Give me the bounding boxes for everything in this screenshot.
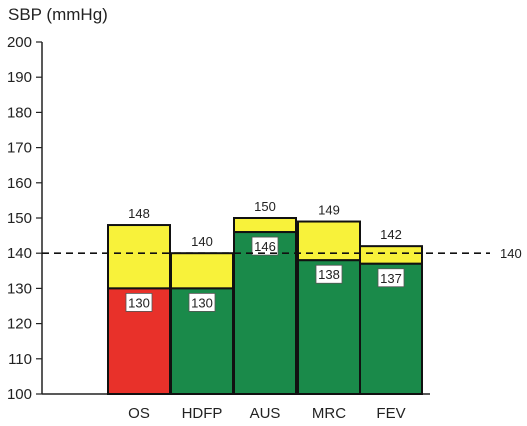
bar-base-value-box (188, 292, 216, 312)
y-tick-label: 140 (7, 245, 32, 262)
bar-top-value-label: 148 (128, 206, 150, 221)
y-tick-label: 110 (8, 351, 32, 368)
reference-line-label: 140 (500, 246, 522, 261)
bar-top-segment (233, 217, 297, 234)
y-tick-label: 100 (7, 386, 32, 403)
x-tick-label: OS (128, 405, 150, 422)
bar-base-value-label: 130 (128, 295, 150, 310)
bar-top-value-label: 140 (191, 234, 213, 249)
x-tick-label: AUS (250, 405, 281, 422)
bar-top-value-label: 149 (318, 203, 340, 218)
y-tick-label: 200 (7, 34, 32, 51)
axes: 100 110 120 130 140 150 160 170 180 190 200 (7, 34, 430, 403)
bar-base-value-label: 146 (254, 239, 276, 254)
y-tick-label: 120 (7, 316, 32, 333)
bar-base-value-box (125, 292, 153, 312)
bar-top-segment (297, 220, 361, 262)
x-tick-label: FEV (376, 405, 405, 422)
bar-base-value-box (377, 268, 405, 288)
y-tick-label: 160 (7, 175, 32, 192)
x-tick-label: MRC (312, 405, 346, 422)
y-tick-label: 130 (7, 280, 32, 297)
bar-top-segment (107, 224, 171, 290)
y-tick-label: 180 (7, 104, 32, 121)
bars (107, 217, 423, 396)
bar-top-value-label: 142 (380, 227, 402, 242)
bar-top-segment (170, 252, 234, 290)
bar-base-value-label: 137 (380, 271, 402, 286)
reference-line-group: 140 (42, 246, 522, 261)
y-axis-label: SBP (mmHg) (8, 5, 108, 24)
data-labels: OS 148 130 HDFP 140 130 AUS 150 146 MRC 149 138 FEV 1… (125, 199, 406, 422)
y-tick-label: 170 (7, 140, 32, 157)
bar-base-value-box (251, 236, 279, 256)
bar-top-value-label: 150 (254, 199, 276, 214)
bar-top-segment (359, 245, 423, 265)
bar-base-value-label: 138 (318, 267, 340, 282)
x-tick-label: HDFP (182, 405, 223, 422)
y-tick-label: 190 (7, 69, 32, 86)
y-tick-label: 150 (7, 210, 32, 227)
bar-base-segment (233, 231, 297, 395)
bar-base-value-box (315, 264, 343, 284)
bar-base-value-label: 130 (191, 295, 213, 310)
